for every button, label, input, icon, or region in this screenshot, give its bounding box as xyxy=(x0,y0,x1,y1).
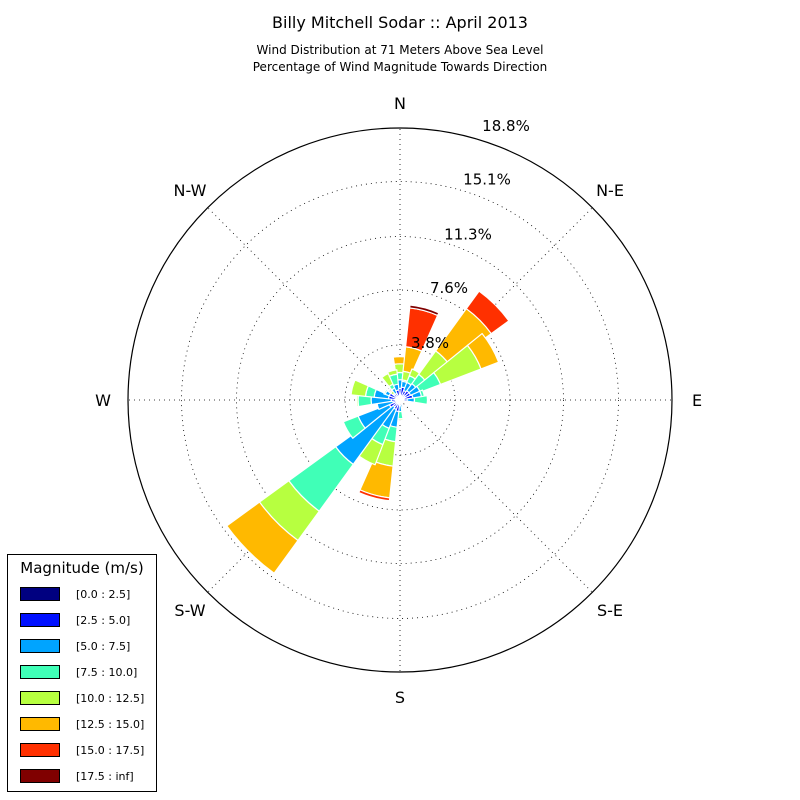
radial-tick-label: 11.3% xyxy=(444,226,492,244)
polar-grid xyxy=(127,127,673,673)
wind-bar-segment xyxy=(409,304,440,317)
compass-label: S xyxy=(395,688,405,707)
radial-tick-label: 18.8% xyxy=(482,117,530,135)
wind-bar-segment xyxy=(466,332,500,370)
grid-ring xyxy=(236,236,564,564)
legend-label: [10.0 : 12.5] xyxy=(76,692,145,705)
wind-bar-segment xyxy=(383,388,389,395)
compass-label: N-E xyxy=(596,181,624,200)
wind-sector xyxy=(342,399,401,439)
wind-sector xyxy=(226,399,401,574)
wind-sector xyxy=(399,290,510,401)
wind-sector xyxy=(399,332,500,401)
wind-sector xyxy=(358,399,401,502)
wind-sector xyxy=(399,395,429,405)
compass-label: N-W xyxy=(174,181,207,200)
legend-label: [2.5 : 5.0] xyxy=(76,614,131,627)
wind-bar-segment xyxy=(350,379,369,397)
compass-label: W xyxy=(95,391,111,410)
legend-swatch xyxy=(20,743,60,757)
legend-label: [5.0 : 7.5] xyxy=(76,640,131,653)
compass-label: S-E xyxy=(597,601,623,620)
legend-swatch xyxy=(20,691,60,705)
grid-spoke xyxy=(399,399,593,593)
outer-ring xyxy=(127,127,673,673)
legend: Magnitude (m/s) [0.0 : 2.5] [2.5 : 5.0] … xyxy=(7,554,157,792)
wind-bar-segment xyxy=(406,397,416,403)
radial-tick-label: 15.1% xyxy=(463,171,511,189)
wind-sector xyxy=(387,369,401,401)
legend-swatch xyxy=(20,769,60,783)
chart-subtitle-line-1: Wind Distribution at 71 Meters Above Sea… xyxy=(257,43,544,57)
legend-title: Magnitude (m/s) xyxy=(20,559,144,577)
wind-sector xyxy=(350,379,401,401)
grid-spoke xyxy=(207,207,401,401)
wind-sector xyxy=(399,304,440,401)
polar-labels: 3.8% 7.6% 11.3% 15.1% 18.8% N N-E E S-E S S-W W N-W xyxy=(95,94,702,707)
legend-label: [17.5 : inf] xyxy=(76,770,134,783)
wind-bar-segment xyxy=(342,415,366,439)
chart-subtitle-line-2: Percentage of Wind Magnitude Towards Dir… xyxy=(253,60,547,74)
grid-ring xyxy=(289,289,511,511)
wind-sectors xyxy=(226,290,510,574)
legend-label: [0.0 : 2.5] xyxy=(76,588,131,601)
compass-label: E xyxy=(692,391,702,410)
wind-bar-segment xyxy=(465,290,510,335)
legend-swatch xyxy=(20,639,60,653)
legend-swatch xyxy=(20,587,60,601)
legend-swatch xyxy=(20,717,60,731)
radial-tick-label: 7.6% xyxy=(430,279,468,297)
compass-label: S-W xyxy=(174,601,205,620)
wind-bar-segment xyxy=(358,489,391,502)
grid-ring xyxy=(344,344,456,456)
wind-bar-segment xyxy=(402,398,408,402)
wind-bar-segment xyxy=(387,369,398,377)
legend-swatch xyxy=(20,613,60,627)
legend-label: [7.5 : 10.0] xyxy=(76,666,138,679)
chart-title: Billy Mitchell Sodar :: April 2013 xyxy=(272,13,528,32)
legend-swatch xyxy=(20,665,60,679)
wind-bar-segment xyxy=(226,501,299,574)
grid-ring xyxy=(181,181,619,619)
legend-label: [15.0 : 17.5] xyxy=(76,744,145,757)
wind-bar-segment xyxy=(413,395,429,405)
compass-label: N xyxy=(394,94,406,113)
legend-label: [12.5 : 15.0] xyxy=(76,718,145,731)
radial-tick-label: 3.8% xyxy=(411,334,449,352)
